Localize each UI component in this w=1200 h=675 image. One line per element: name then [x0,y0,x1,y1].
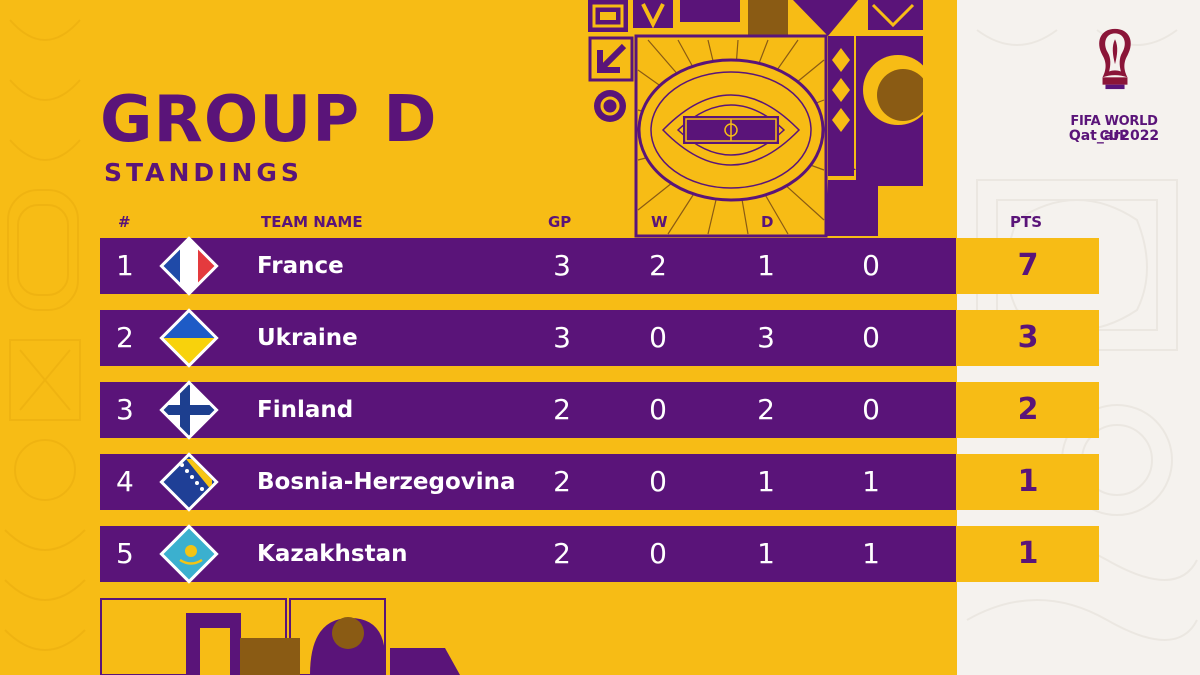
points-box: 1 [957,526,1099,582]
rank-cell: 4 [116,465,134,498]
draws-cell: 2 [757,393,775,426]
rank-cell: 3 [116,393,134,426]
points-box: 3 [957,310,1099,366]
france-flag-icon [159,236,219,296]
header-losses: L [866,213,876,231]
points-box: 1 [957,454,1099,510]
points-cell: 2 [1017,392,1039,427]
points-cell: 7 [1017,248,1039,283]
team-name-cell: Kazakhstan [257,541,408,567]
losses-cell: 1 [862,537,880,570]
header-team-name: TEAM NAME [261,213,363,231]
logo-text-qatar-2022: Qat_ar2022 [1068,128,1160,144]
stadium-artwork-decoration [588,0,923,238]
games-played-cell: 2 [553,465,571,498]
bosnia-herzegovina-flag-icon [159,452,219,512]
losses-cell: 0 [862,249,880,282]
draws-cell: 1 [757,249,775,282]
wins-cell: 2 [649,249,667,282]
header-draws: D [761,213,774,231]
games-played-cell: 3 [553,321,571,354]
header-wins: W [651,213,668,231]
bottom-artwork-decoration [100,598,460,675]
team-name-cell: France [257,253,344,279]
table-row: 4 Bosnia-Herzegovina 2 0 1 1 [100,452,956,512]
points-box: 7 [957,238,1099,294]
games-played-cell: 3 [553,249,571,282]
losses-cell: 0 [862,321,880,354]
header-rank: # [118,213,131,231]
points-cell: 1 [1017,536,1039,571]
losses-cell: 0 [862,393,880,426]
header-points: PTS [1010,213,1043,231]
losses-cell: 1 [862,465,880,498]
table-row: 5 Kazakhstan 2 0 1 1 [100,524,956,584]
finland-flag-icon [159,380,219,440]
page-subtitle: STANDINGS [104,158,303,187]
ukraine-flag-icon [159,308,219,368]
points-cell: 1 [1017,464,1039,499]
page-title: GROUP D [100,83,438,157]
games-played-cell: 2 [553,537,571,570]
left-pattern-decoration [4,19,86,651]
wins-cell: 0 [649,537,667,570]
table-row: 2 Ukraine 3 0 3 0 [100,308,956,368]
draws-cell: 1 [757,537,775,570]
table-row: 1 France 3 2 1 0 [100,236,956,296]
logo-text-world-cup: FIFA WORLD CUP [1070,114,1158,144]
wins-cell: 0 [649,465,667,498]
team-name-cell: Ukraine [257,325,358,351]
points-cell: 3 [1017,320,1039,355]
wins-cell: 0 [649,321,667,354]
rank-cell: 5 [116,537,134,570]
games-played-cell: 2 [553,393,571,426]
rank-cell: 1 [116,249,134,282]
team-name-cell: Finland [257,397,354,423]
kazakhstan-flag-icon [159,524,219,584]
header-games-played: GP [548,213,572,231]
wins-cell: 0 [649,393,667,426]
draws-cell: 3 [757,321,775,354]
points-box: 2 [957,382,1099,438]
rank-cell: 2 [116,321,134,354]
draws-cell: 1 [757,465,775,498]
world-cup-trophy-logo [1099,28,1131,90]
table-row: 3 Finland 2 0 2 0 [100,380,956,440]
team-name-cell: Bosnia-Herzegovina [257,469,516,495]
